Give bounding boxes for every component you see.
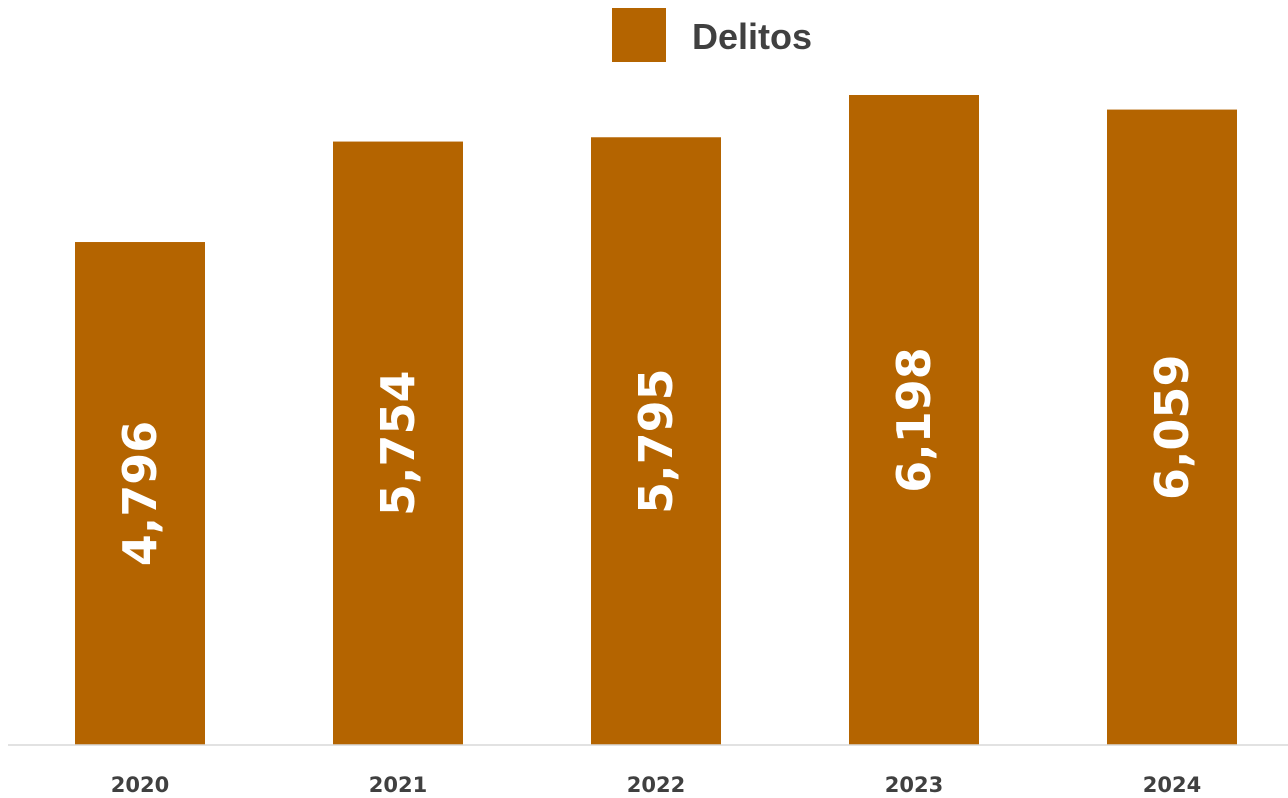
data-label-2021: 5,754 <box>371 371 425 517</box>
legend-swatch-delitos <box>612 8 666 62</box>
x-tick-label-2020: 2020 <box>111 773 169 797</box>
x-tick-label-2024: 2024 <box>1143 773 1201 797</box>
x-tick-labels: 2020 2021 2022 2023 2024 <box>111 773 1201 797</box>
bar-2024 <box>1107 109 1237 746</box>
x-tick-label-2022: 2022 <box>627 773 685 797</box>
bars-layer <box>75 95 1237 746</box>
legend-label-delitos: Delitos <box>692 16 812 57</box>
x-tick-label-2021: 2021 <box>369 773 427 797</box>
bar-2021 <box>333 141 463 745</box>
x-tick-label-2023: 2023 <box>885 773 943 797</box>
bar-2022 <box>591 137 721 746</box>
data-labels-layer: 4,796 5,754 5,795 6,198 6,059 <box>113 347 1199 566</box>
bar-2020 <box>75 242 205 745</box>
data-label-2024: 6,059 <box>1145 355 1199 501</box>
bar-2023 <box>849 95 979 745</box>
data-label-2023: 6,198 <box>887 347 941 493</box>
data-label-2022: 5,795 <box>629 368 683 514</box>
legend: Delitos <box>612 8 812 62</box>
data-label-2020: 4,796 <box>113 421 167 567</box>
